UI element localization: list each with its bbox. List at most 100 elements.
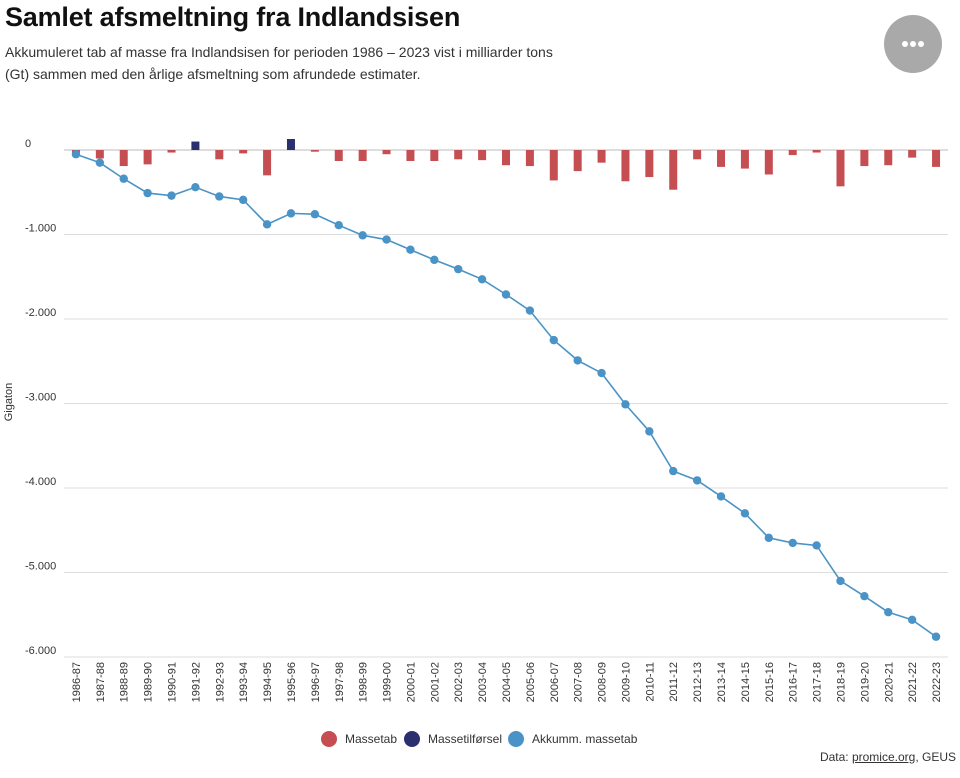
point-1999-00[interactable]	[382, 235, 391, 244]
legend-label: Massetab	[345, 732, 398, 746]
bar-2018-19[interactable]	[836, 150, 845, 187]
bar-1994-95[interactable]	[263, 150, 272, 176]
point-2011-12[interactable]	[669, 466, 678, 476]
x-tick-label: 2006-07	[549, 662, 561, 702]
bar-2000-01[interactable]	[406, 150, 415, 161]
bar-1989-90[interactable]	[143, 150, 152, 165]
bar-1996-97[interactable]	[310, 150, 319, 152]
x-tick-label: 2021-22	[907, 662, 919, 702]
x-tick-label: 1990-91	[167, 662, 179, 702]
point-1991-92[interactable]	[191, 182, 200, 192]
x-tick-label: 2003-04	[477, 662, 489, 702]
point-2017-18[interactable]	[812, 541, 821, 550]
bar-2004-05[interactable]	[502, 150, 510, 166]
point-1993-94[interactable]	[238, 195, 248, 205]
bar-1993-94[interactable]	[239, 150, 248, 154]
y-tick-label: -3.000	[25, 392, 56, 404]
point-2002-03[interactable]	[454, 264, 463, 274]
chart-canvas: 0 -1.000 -2.000 -3.000 -4.000 -5.000 -6.000 19…	[3, 138, 948, 702]
point-2018-19[interactable]	[836, 576, 845, 586]
bar-1990-91[interactable]	[167, 150, 176, 153]
menu-dot	[910, 41, 916, 47]
bar-2002-03[interactable]	[454, 150, 463, 160]
ellipsis-icon[interactable]	[884, 15, 942, 73]
cumulative-series	[71, 150, 941, 641]
x-tick-label: 2020-21	[883, 662, 895, 702]
point-2015-16[interactable]	[764, 533, 774, 543]
point-1990-91[interactable]	[167, 191, 176, 200]
point-2005-06[interactable]	[525, 306, 535, 315]
bar-2014-15[interactable]	[740, 150, 749, 169]
point-1994-95[interactable]	[262, 220, 272, 229]
bar-2006-07[interactable]	[549, 150, 558, 181]
bar-2005-06[interactable]	[525, 150, 534, 167]
source-link[interactable]: promice.org	[851, 750, 916, 764]
x-tick-label: 1988-89	[119, 662, 131, 702]
bar-2015-16[interactable]	[764, 150, 773, 175]
point-2022-23[interactable]	[931, 632, 941, 641]
x-tick-label: 1997-98	[334, 662, 346, 702]
point-2004-05[interactable]	[501, 290, 511, 299]
bar-2019-20[interactable]	[860, 150, 869, 167]
bar-2008-09[interactable]	[597, 150, 606, 163]
legend: Massetab Massetilførsel Akkumm. massetab	[0, 729, 960, 749]
point-2009-10[interactable]	[621, 400, 630, 409]
bar-1999-00[interactable]	[382, 150, 391, 155]
point-2013-14[interactable]	[716, 492, 726, 501]
point-2003-04[interactable]	[477, 275, 487, 284]
point-1996-97[interactable]	[310, 210, 320, 219]
legend-item-massetab[interactable]: Massetab	[321, 729, 397, 749]
point-2016-17[interactable]	[788, 538, 797, 548]
point-1998-99[interactable]	[358, 231, 367, 240]
point-1995-96[interactable]	[286, 209, 296, 218]
bar-1997-98[interactable]	[334, 150, 343, 161]
point-2001-02[interactable]	[430, 255, 439, 265]
bar-1995-96[interactable]	[286, 139, 295, 150]
y-tick-label: -5.000	[25, 561, 56, 573]
point-2000-01[interactable]	[406, 245, 415, 254]
bar-2013-14[interactable]	[717, 150, 726, 167]
point-2021-22[interactable]	[907, 615, 917, 625]
bar-1992-93[interactable]	[215, 150, 224, 160]
bar-2009-10[interactable]	[621, 150, 630, 182]
menu-dot	[902, 41, 908, 47]
bar-1998-99[interactable]	[358, 150, 367, 161]
bar-2017-18[interactable]	[812, 150, 821, 153]
x-tick-label: 2007-08	[573, 662, 585, 702]
bar-2007-08[interactable]	[573, 150, 582, 172]
x-tick-label: 2009-10	[620, 662, 632, 702]
bar-2016-17[interactable]	[788, 150, 797, 156]
menu-dot	[918, 41, 924, 47]
bar-2011-12[interactable]	[669, 150, 678, 190]
bar-2003-04[interactable]	[478, 150, 487, 161]
x-tick-label: 2022-23	[931, 662, 943, 702]
bar-1988-89[interactable]	[119, 150, 128, 167]
point-1989-90[interactable]	[143, 188, 152, 198]
point-2014-15[interactable]	[740, 509, 750, 518]
bar-2022-23[interactable]	[932, 150, 941, 167]
bar-2010-11[interactable]	[645, 150, 654, 178]
point-2007-08[interactable]	[573, 356, 582, 365]
point-2010-11[interactable]	[645, 427, 654, 436]
point-2012-13[interactable]	[692, 476, 702, 485]
bar-2021-22[interactable]	[908, 150, 917, 158]
point-1997-98[interactable]	[334, 221, 343, 230]
bar-1991-92[interactable]	[191, 141, 200, 150]
point-1988-89[interactable]	[119, 174, 128, 183]
legend-item-massetilforsel[interactable]: Massetilførsel	[404, 729, 502, 749]
point-1987-88[interactable]	[95, 158, 105, 167]
point-2006-07[interactable]	[549, 335, 558, 345]
bar-2020-21[interactable]	[884, 150, 893, 166]
point-2020-21[interactable]	[884, 608, 893, 617]
bar-1987-88[interactable]	[95, 150, 104, 159]
x-tick-label: 2010-11	[644, 662, 656, 702]
point-2008-09[interactable]	[597, 368, 606, 378]
legend-item-akkumm-massetab[interactable]: Akkumm. massetab	[508, 729, 637, 749]
x-tick-label: 1994-95	[262, 662, 274, 702]
bar-2012-13[interactable]	[693, 150, 702, 160]
point-1986-87[interactable]	[71, 150, 81, 159]
point-2019-20[interactable]	[860, 591, 869, 601]
bar-2001-02[interactable]	[430, 150, 439, 161]
x-tick-label: 2017-18	[812, 662, 824, 702]
point-1992-93[interactable]	[215, 192, 224, 201]
